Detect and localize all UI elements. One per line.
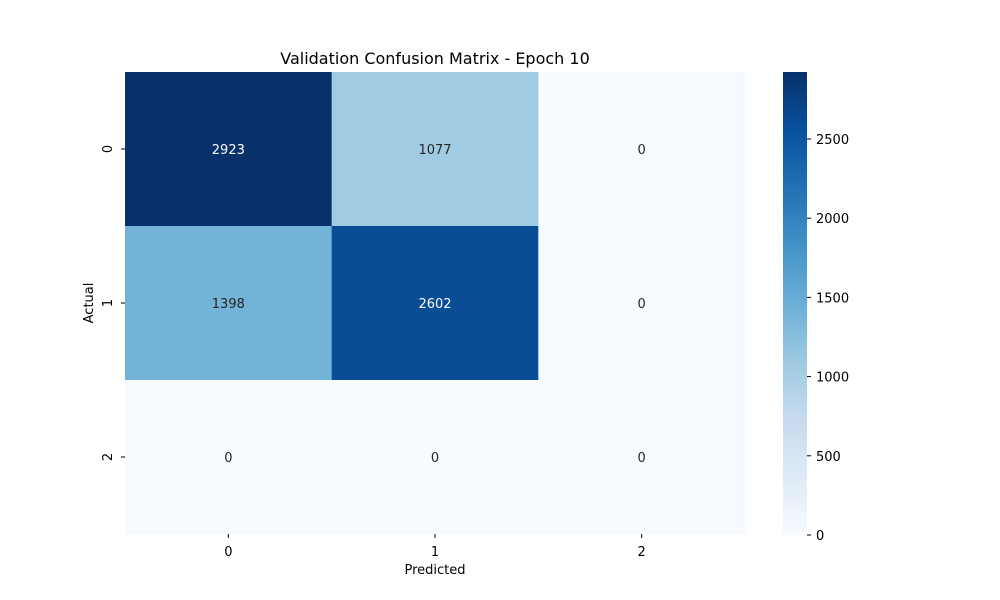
heatmap-cell bbox=[538, 380, 746, 535]
heatmap-cell bbox=[125, 72, 333, 227]
colorbar-tick-label: 1000 bbox=[816, 371, 849, 386]
cell-value-label: 0 bbox=[638, 297, 646, 312]
y-axis-label: Actual bbox=[82, 283, 97, 324]
cell-value-label: 0 bbox=[638, 451, 646, 466]
cell-value-label: 0 bbox=[224, 451, 232, 466]
cell-value-label: 2923 bbox=[212, 143, 245, 158]
cell-value-label: 0 bbox=[638, 143, 646, 158]
x-tick-label: 0 bbox=[224, 545, 232, 560]
cell-value-label: 1077 bbox=[418, 143, 451, 158]
heatmap-cell bbox=[331, 380, 539, 535]
colorbar-tick-label: 2000 bbox=[816, 212, 849, 227]
y-axis-ticks: 0 1 2 bbox=[101, 145, 125, 461]
x-tick-label: 2 bbox=[638, 545, 646, 560]
heatmap-cell bbox=[125, 380, 333, 535]
x-axis-label: Predicted bbox=[404, 563, 465, 578]
heatmap-cell bbox=[538, 226, 746, 381]
colorbar-tick-label: 0 bbox=[816, 529, 824, 544]
colorbar-tick-label: 1500 bbox=[816, 291, 849, 306]
colorbar-ticks: 0 500 1000 1500 2000 2500 bbox=[807, 133, 849, 544]
x-tick-label: 1 bbox=[431, 545, 439, 560]
cell-value-label: 1398 bbox=[212, 297, 245, 312]
cell-value-label: 2602 bbox=[418, 297, 451, 312]
heatmap-cell bbox=[331, 72, 539, 227]
heatmap-cell-labels: 2923 1077 0 1398 2602 0 0 0 0 bbox=[212, 143, 646, 466]
heatmap-cell bbox=[538, 72, 746, 227]
y-tick-label: 0 bbox=[101, 145, 116, 153]
heatmap-cell bbox=[125, 226, 333, 381]
x-axis-ticks: 0 1 2 bbox=[224, 534, 646, 560]
colorbar-tick-label: 2500 bbox=[816, 133, 849, 148]
heatmap-cells bbox=[125, 72, 746, 535]
colorbar-tick-label: 500 bbox=[816, 450, 841, 465]
y-tick-label: 1 bbox=[101, 299, 116, 307]
heatmap-cell bbox=[331, 226, 539, 381]
chart-title: Validation Confusion Matrix - Epoch 10 bbox=[280, 49, 590, 68]
cell-value-label: 0 bbox=[431, 451, 439, 466]
colorbar bbox=[783, 72, 807, 535]
y-tick-label: 2 bbox=[101, 453, 116, 461]
